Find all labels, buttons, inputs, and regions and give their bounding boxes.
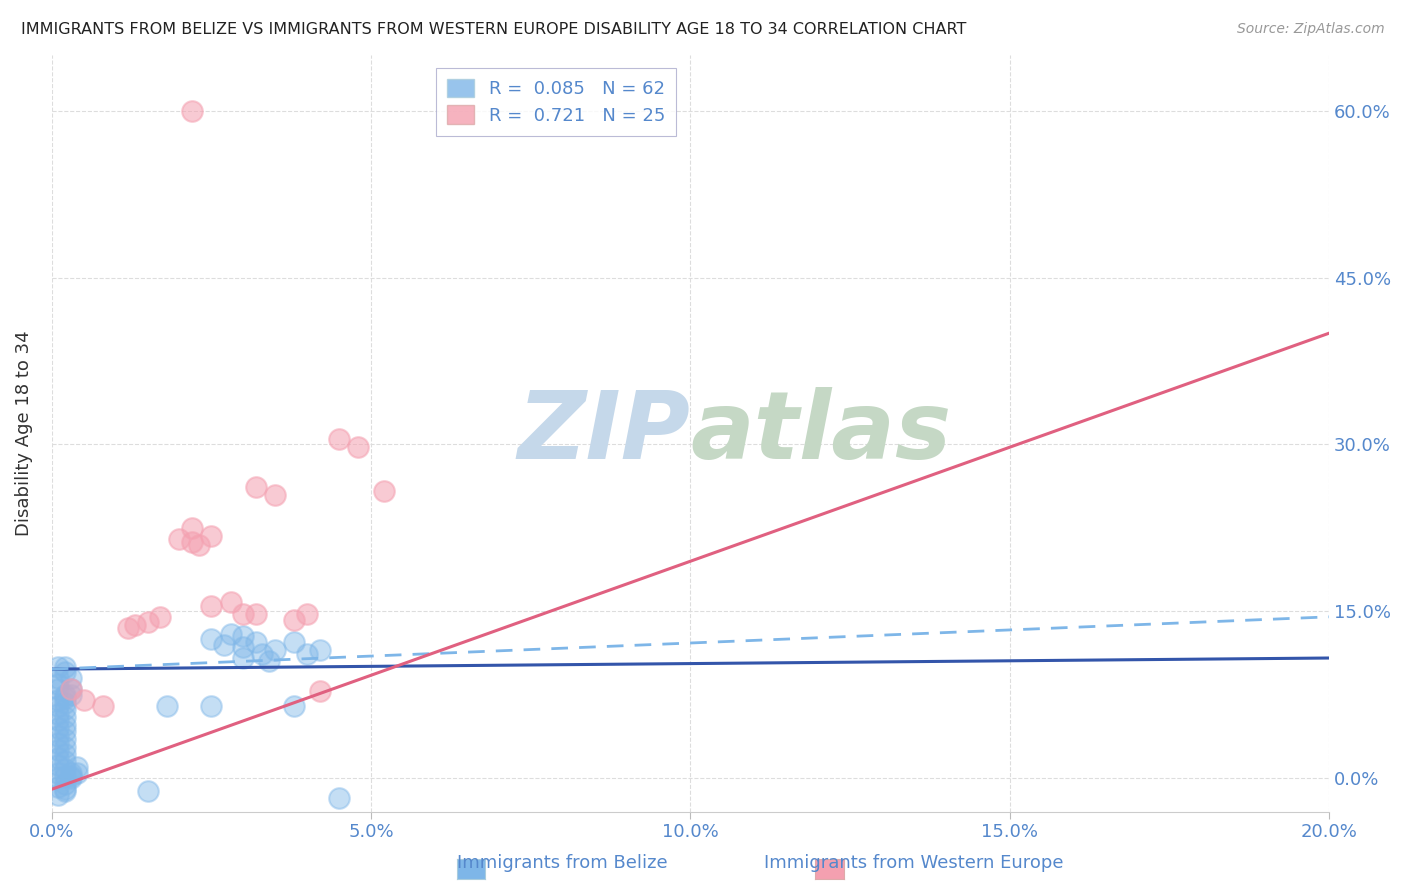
Point [200,599,222,613]
Point [136,784,159,798]
Point [46,671,69,685]
Text: Immigrants from Western Europe: Immigrants from Western Europe [763,855,1064,872]
Point [232,651,254,665]
Point [283,635,305,649]
Point [66,765,89,780]
Point [124,617,146,632]
Point [373,484,395,499]
Point [53,747,76,761]
Point [46,780,69,794]
Point [200,698,222,713]
Point [59,771,82,785]
Point [53,688,76,702]
Point [46,757,69,772]
Point [53,732,76,747]
Point [181,521,204,535]
Point [53,762,76,776]
Point [295,647,318,661]
Point [245,635,267,649]
Point [53,739,76,754]
Point [232,607,254,621]
Point [59,688,82,702]
Point [73,693,96,707]
Text: Immigrants from Belize: Immigrants from Belize [457,855,668,872]
Point [53,782,76,797]
Point [46,721,69,735]
Text: IMMIGRANTS FROM BELIZE VS IMMIGRANTS FROM WESTERN EUROPE DISABILITY AGE 18 TO 34: IMMIGRANTS FROM BELIZE VS IMMIGRANTS FRO… [21,22,966,37]
Text: atlas: atlas [690,387,952,479]
Point [252,647,274,661]
Point [53,769,76,783]
Point [46,706,69,721]
Point [59,682,82,697]
Point [46,743,69,757]
Point [245,607,267,621]
Point [257,654,280,668]
Point [46,729,69,743]
Point [53,724,76,739]
Point [136,615,159,630]
Point [53,691,76,706]
Point [46,788,69,802]
Point [46,693,69,707]
Point [59,682,82,697]
Text: ZIP: ZIP [517,387,690,479]
Point [46,682,69,697]
Point [53,660,76,674]
Point [53,702,76,716]
Point [53,696,76,710]
Point [212,638,235,652]
Point [200,632,222,646]
Point [117,621,139,635]
Point [219,626,242,640]
Point [59,671,82,685]
Point [219,595,242,609]
Point [149,610,172,624]
Point [264,643,287,657]
Point [328,791,350,805]
Point [309,643,332,657]
Point [295,607,318,621]
Point [309,684,332,698]
Point [169,532,191,546]
Point [46,714,69,728]
Point [53,777,76,791]
Point [181,535,204,549]
Legend: R =  0.085   N = 62, R =  0.721   N = 25: R = 0.085 N = 62, R = 0.721 N = 25 [436,68,676,136]
Point [59,769,82,783]
Point [347,440,370,454]
Point [66,760,89,774]
Point [59,765,82,780]
Point [245,480,267,494]
Point [232,640,254,654]
Point [46,735,69,749]
Point [264,487,287,501]
Point [91,698,114,713]
Point [181,103,204,118]
Point [53,755,76,769]
Point [187,537,209,551]
Point [53,718,76,732]
Point [283,698,305,713]
Point [53,710,76,724]
Point [46,698,69,713]
Point [46,660,69,674]
Text: Source: ZipAtlas.com: Source: ZipAtlas.com [1237,22,1385,37]
Point [46,676,69,690]
Point [53,665,76,680]
Y-axis label: Disability Age 18 to 34: Disability Age 18 to 34 [15,331,32,536]
Point [200,529,222,543]
Point [156,698,179,713]
Point [232,629,254,643]
Point [53,784,76,798]
Point [328,432,350,446]
Point [46,751,69,765]
Point [46,765,69,780]
Point [283,613,305,627]
Point [46,771,69,785]
